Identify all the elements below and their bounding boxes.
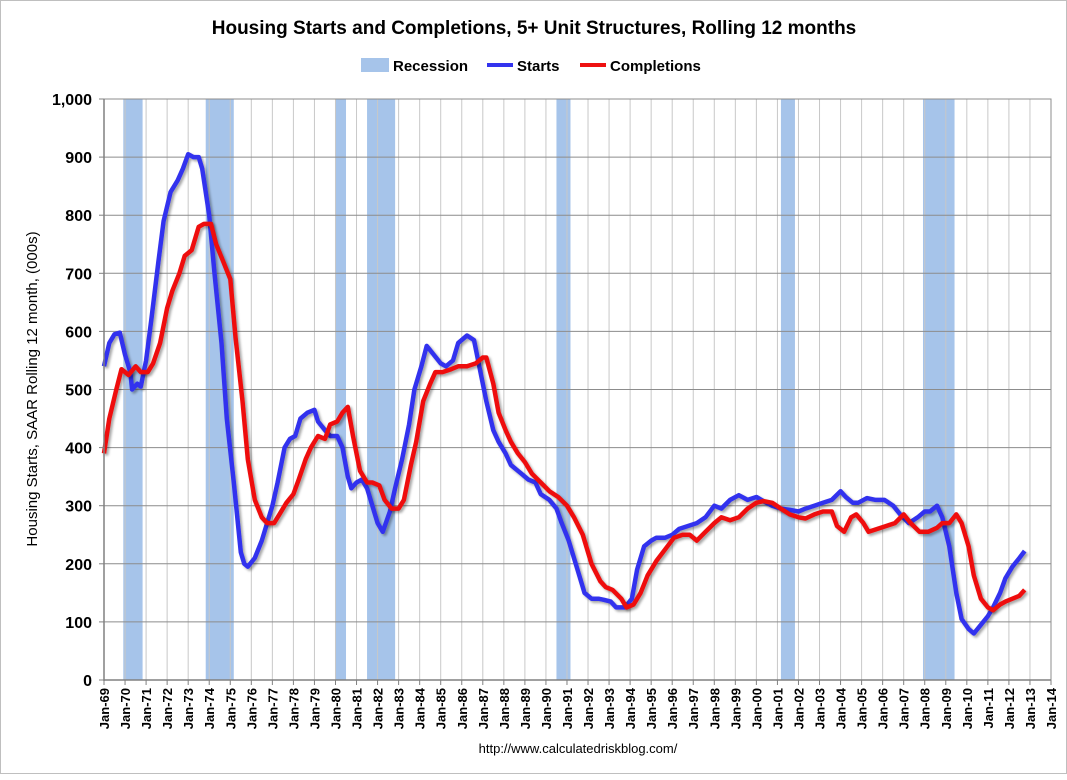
y-tick-label: 400 [65, 441, 92, 458]
x-tick-label: Jan-96 [665, 688, 680, 729]
legend-label-recession: Recession [393, 58, 468, 75]
x-tick-label: Jan-98 [707, 688, 722, 729]
legend-label-completions: Completions [610, 58, 701, 75]
x-tick-label: Jan-70 [118, 688, 133, 729]
y-tick-label: 200 [65, 557, 92, 574]
x-tick-label: Jan-84 [413, 687, 428, 729]
x-tick-label: Jan-93 [602, 688, 617, 729]
x-tick-label: Jan-81 [350, 688, 365, 729]
x-tick-label: Jan-01 [770, 688, 785, 729]
y-tick-label: 1,000 [52, 92, 92, 109]
gridlines [103, 98, 1052, 681]
chart-title: Housing Starts and Completions, 5+ Unit … [212, 18, 857, 39]
x-tick-label: Jan-92 [581, 688, 596, 729]
x-tick-label: Jan-76 [244, 688, 259, 729]
x-tick-label: Jan-90 [539, 688, 554, 729]
x-tick-label: Jan-73 [181, 688, 196, 729]
x-tick-label: Jan-77 [265, 688, 280, 729]
series-line-starts [101, 151, 1027, 636]
series-lines [101, 151, 1027, 636]
y-tick-label: 300 [65, 499, 92, 516]
y-tick-label: 800 [65, 208, 92, 225]
legend: Recession Starts Completions [361, 58, 701, 75]
x-tick-label: Jan-00 [749, 688, 764, 729]
x-tick-label: Jan-78 [286, 688, 301, 729]
x-tick-label: Jan-89 [518, 688, 533, 729]
x-tick-label: Jan-91 [560, 688, 575, 729]
x-tick-label: Jan-12 [1002, 688, 1017, 729]
x-tick-label: Jan-03 [813, 688, 828, 729]
x-tick-label: Jan-74 [202, 687, 217, 729]
axes: 0 100 200 300 400 500 600 700 800 900 1,000 Jan-69 J… [52, 92, 1059, 729]
x-tick-label: Jan-06 [876, 688, 891, 729]
x-tick-label: Jan-86 [455, 688, 470, 729]
y-tick-label: 900 [65, 150, 92, 167]
x-tick-label: Jan-95 [644, 688, 659, 729]
y-tick-label: 500 [65, 383, 92, 400]
x-tick-label: Jan-87 [476, 688, 491, 729]
series-line-completions [101, 221, 1027, 613]
x-tick-label: Jan-85 [434, 688, 449, 729]
legend-label-starts: Starts [517, 58, 560, 75]
y-tick-label: 100 [65, 615, 92, 632]
x-tick-label: Jan-75 [223, 688, 238, 729]
x-tick-label: Jan-14 [1044, 687, 1059, 729]
x-tick-label: Jan-80 [328, 688, 343, 729]
y-tick-label: 600 [65, 324, 92, 341]
x-tick-label: Jan-11 [981, 688, 996, 728]
x-tick-label: Jan-08 [918, 688, 933, 729]
x-tick-label: Jan-07 [897, 688, 912, 729]
legend-swatch-recession [361, 58, 389, 72]
source-url: http://www.calculatedriskblog.com/ [479, 741, 678, 756]
x-tick-label: Jan-94 [623, 687, 638, 729]
x-tick-label: Jan-09 [939, 688, 954, 729]
x-tick-label: Jan-05 [855, 688, 870, 729]
x-tick-label: Jan-10 [960, 688, 975, 729]
x-tick-label: Jan-04 [834, 687, 849, 729]
y-tick-label: 0 [83, 673, 92, 690]
x-tick-label: Jan-13 [1023, 688, 1038, 729]
x-tick-label: Jan-99 [728, 688, 743, 729]
x-tick-label: Jan-97 [686, 688, 701, 729]
x-tick-label: Jan-83 [392, 688, 407, 729]
x-tick-label: Jan-79 [307, 688, 322, 729]
x-tick-label: Jan-72 [160, 688, 175, 729]
y-axis-label: Housing Starts, SAAR Rolling 12 month, (… [24, 231, 41, 546]
x-tick-label: Jan-71 [139, 688, 154, 729]
x-tick-label: Jan-69 [97, 688, 112, 729]
x-tick-label: Jan-82 [371, 688, 386, 729]
x-tick-label: Jan-88 [497, 688, 512, 729]
y-tick-label: 700 [65, 266, 92, 283]
x-tick-label: Jan-02 [791, 688, 806, 729]
